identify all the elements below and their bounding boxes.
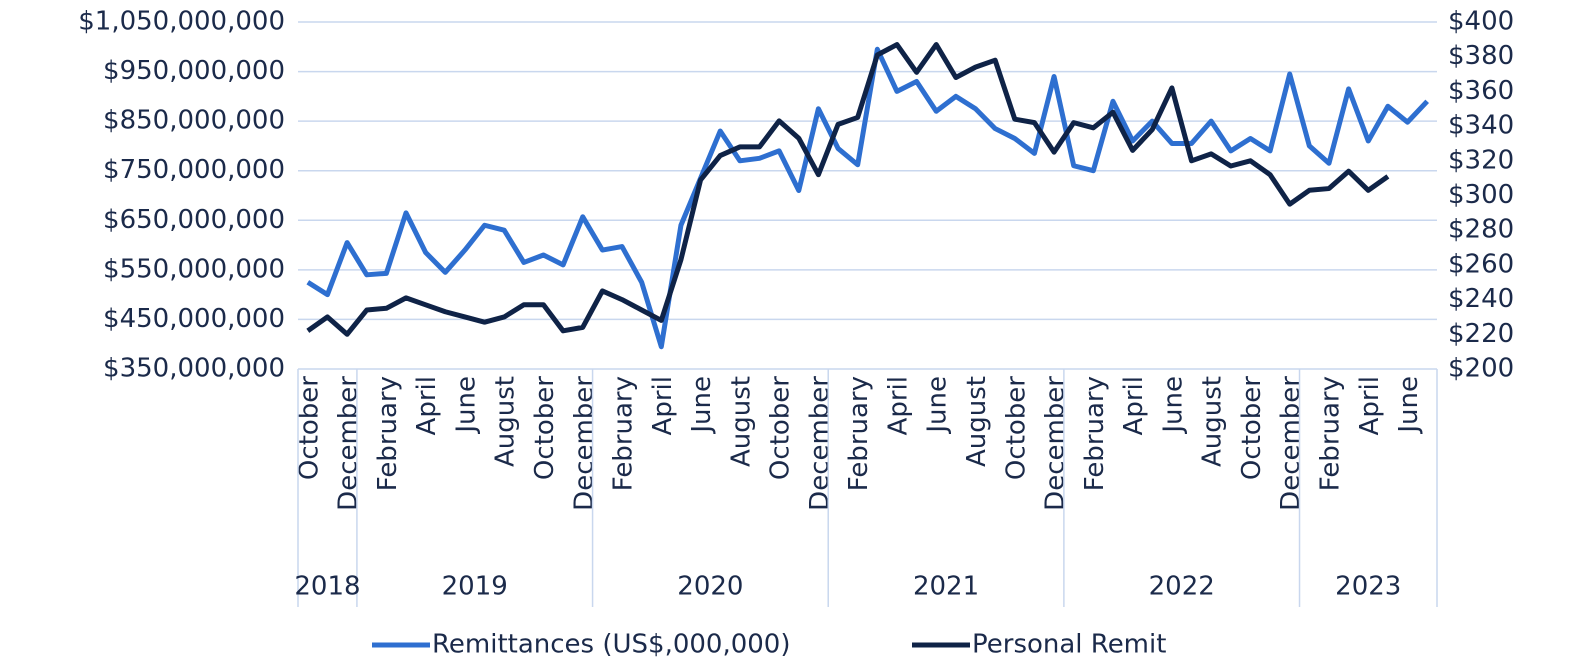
x-tick-label: December: [569, 376, 599, 511]
y-tick-label: $650,000,000: [103, 205, 285, 235]
group-label: 2020: [677, 572, 743, 602]
x-tick-label: February: [1315, 376, 1345, 491]
x-tick-label: February: [1080, 376, 1110, 491]
y2-tick-label: $360: [1448, 76, 1514, 106]
legend-label: Remittances (US$,000,000): [432, 630, 791, 660]
y2-tick-label: $380: [1448, 41, 1514, 71]
group-label: 2018: [294, 572, 360, 602]
y2-tick-label: $200: [1448, 354, 1514, 384]
x-tick-label: February: [609, 376, 639, 491]
group-label: 2019: [442, 572, 508, 602]
group-label: 2022: [1149, 572, 1215, 602]
x-tick-label: June: [1394, 376, 1424, 435]
series-line: [306, 42, 1390, 337]
x-tick-label: August: [962, 376, 992, 467]
x-tick-label: April: [1119, 376, 1149, 435]
y-tick-label: $850,000,000: [103, 106, 285, 136]
x-tick-label: August: [1198, 376, 1228, 467]
group-label: 2021: [913, 572, 979, 602]
x-tick-label: April: [883, 376, 913, 435]
y-tick-label: $1,050,000,000: [78, 7, 285, 37]
x-tick-label: April: [1355, 376, 1385, 435]
x-tick-label: June: [1158, 376, 1188, 435]
y2-tick-label: $300: [1448, 180, 1514, 210]
x-tick-label: August: [726, 376, 756, 467]
x-tick-label: October: [530, 376, 560, 480]
legend-label: Personal Remit: [972, 630, 1166, 660]
x-tick-label: October: [766, 376, 796, 480]
y2-tick-label: $260: [1448, 249, 1514, 279]
x-tick-label: February: [844, 376, 874, 491]
y2-tick-label: $240: [1448, 284, 1514, 314]
x-tick-label: June: [687, 376, 717, 435]
x-tick-label: April: [412, 376, 442, 435]
y2-tick-label: $340: [1448, 111, 1514, 141]
x-tick-label: October: [294, 376, 324, 480]
x-tick-label: June: [923, 376, 953, 435]
y-tick-label: $450,000,000: [103, 304, 285, 334]
group-label: 2023: [1335, 572, 1401, 602]
y2-tick-label: $280: [1448, 215, 1514, 245]
y-tick-label: $550,000,000: [103, 254, 285, 284]
x-tick-label: December: [334, 376, 364, 511]
x-tick-label: August: [491, 376, 521, 467]
x-tick-label: December: [1041, 376, 1071, 511]
x-tick-label: December: [1276, 376, 1306, 511]
x-tick-label: December: [805, 376, 835, 511]
y2-tick-label: $320: [1448, 145, 1514, 175]
y-tick-label: $950,000,000: [103, 56, 285, 86]
y2-tick-label: $400: [1448, 7, 1514, 37]
series-line: [306, 46, 1429, 350]
y-tick-label: $350,000,000: [103, 354, 285, 384]
y-tick-label: $750,000,000: [103, 155, 285, 185]
y2-tick-label: $220: [1448, 319, 1514, 349]
x-tick-label: June: [451, 376, 481, 435]
x-tick-label: October: [1237, 376, 1267, 480]
x-tick-label: February: [373, 376, 403, 491]
x-tick-label: April: [648, 376, 678, 435]
x-tick-label: October: [1001, 376, 1031, 480]
